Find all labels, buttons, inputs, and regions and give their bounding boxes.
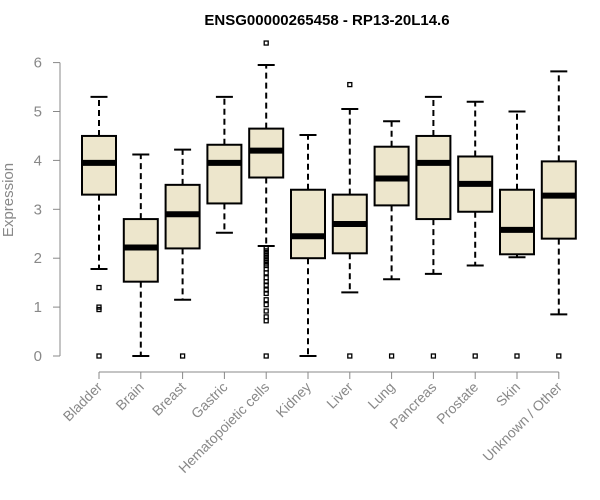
y-tick-label: 6 [34,55,42,72]
x-tick-label: Breast [149,379,189,419]
box-group [331,81,368,359]
outlier-point [263,302,269,308]
plot-area [81,40,577,359]
chart-title: ENSG00000265458 - RP13-20L14.6 [204,12,449,29]
y-tick-label: 3 [34,201,42,218]
outlier-point [347,353,353,359]
outlier-point [96,284,102,291]
box [206,143,243,205]
x-tick-label: Brain [112,379,146,413]
y-tick-label: 4 [34,152,42,169]
box-group [415,95,452,359]
box-group [81,95,117,359]
y-axis-label: Expression [0,163,17,237]
x-tick-label: Lung [364,379,397,412]
x-tick-label: Bladder [60,379,106,425]
outlier-point [347,81,353,88]
outlier-point [263,297,269,303]
box [415,134,452,221]
box [290,188,326,260]
outlier-point [514,353,520,359]
outlier-point [556,353,562,359]
x-tick-label: Unknown / Other [479,379,565,465]
outlier-point [263,353,269,359]
box [499,188,535,256]
box-group [457,100,494,359]
outlier-point [430,353,437,359]
outlier-point [263,275,269,281]
x-tick-label: Liver [323,379,356,412]
box-group [499,110,535,359]
x-tick-label: Prostate [433,379,481,427]
outlier-point [263,287,269,293]
y-tick-label: 5 [34,104,42,121]
box [540,160,577,240]
box-group [248,40,285,359]
x-tick-label: Kidney [273,379,315,421]
outlier-point [263,40,269,46]
box-group [373,120,410,359]
x-tick-label: Skin [493,379,524,410]
outlier-point [388,353,395,359]
box-group [206,95,243,234]
box-group [122,153,159,357]
outlier-point [263,308,269,314]
y-tick-label: 0 [34,348,42,365]
outlier-point [263,245,269,252]
y-axis: 0 1 2 3 4 5 6 [34,55,61,365]
y-tick-label: 2 [34,250,42,267]
y-tick-label: 1 [34,299,42,316]
outlier-point [263,314,269,320]
box-group [164,148,201,359]
outlier-point [96,353,102,359]
outlier-point [179,353,186,359]
box-group [540,70,577,359]
box-group [290,133,326,357]
outlier-point [472,353,478,359]
outlier-point [96,304,102,310]
